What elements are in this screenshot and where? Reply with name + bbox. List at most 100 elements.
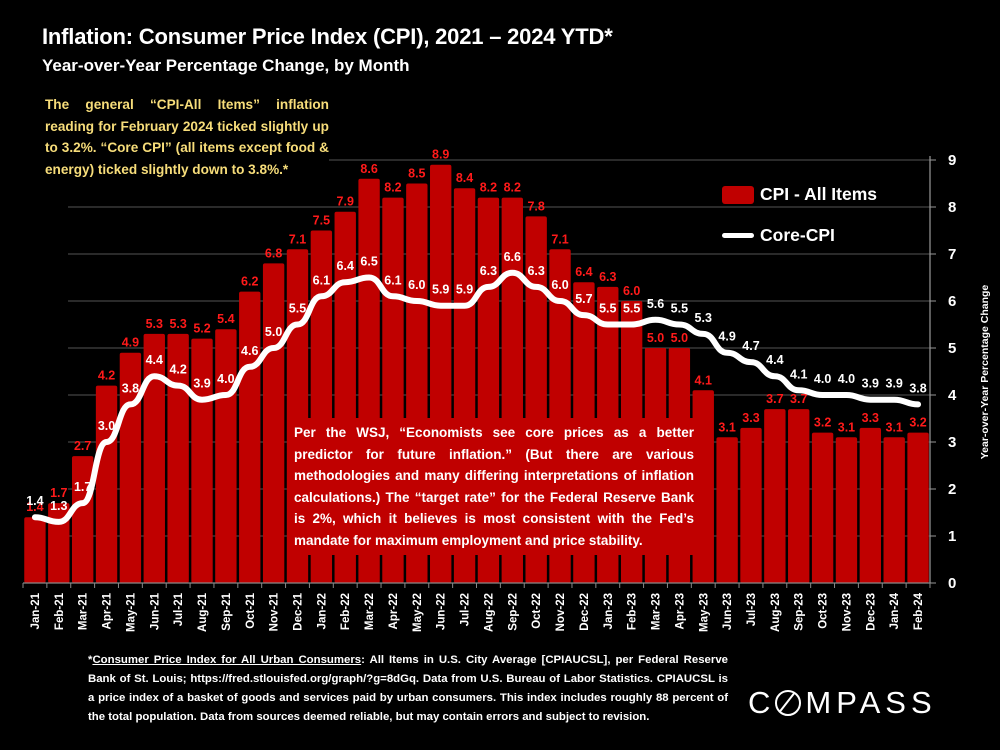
footnote-body: : All Items in U.S. City Average [CPIAUC… [88, 654, 728, 723]
core-cpi-label: 5.7 [575, 292, 592, 306]
x-tick-label: Nov-22 [555, 593, 567, 631]
cpi-bar-label: 6.3 [599, 270, 616, 284]
cpi-bar [215, 329, 237, 583]
core-cpi-label: 4.0 [217, 372, 234, 386]
cpi-bar-label: 7.9 [337, 195, 354, 209]
x-tick-label: Aug-22 [483, 593, 495, 632]
core-cpi-label: 1.4 [26, 494, 43, 508]
cpi-bar [71, 456, 94, 583]
y-tick-label: 3 [948, 434, 956, 451]
x-tick-label: Jan-22 [316, 593, 328, 629]
core-cpi-label: 5.5 [671, 302, 688, 316]
x-tick-label: Jan-23 [603, 593, 615, 629]
cpi-bar-label: 1.4 [26, 500, 43, 514]
x-tick-label: Oct-21 [245, 592, 257, 628]
x-tick-label: Jan-24 [889, 592, 901, 629]
cpi-bar-label: 8.5 [408, 167, 425, 181]
x-tick-label: Oct-22 [531, 593, 543, 629]
cpi-bar-label: 3.7 [790, 392, 807, 406]
core-cpi-labels: 1.4 1.31.73.03.84.44.23.9 4.04.65.05.56.16… [26, 250, 927, 513]
core-cpi-label: 1.3 [50, 499, 67, 513]
cpi-bar-label: 6.0 [623, 284, 640, 298]
x-tick-label: Sep-22 [507, 593, 519, 631]
x-tick-label: May-21 [125, 592, 137, 632]
cpi-bar [262, 263, 285, 583]
y-tick-label: 1 [948, 528, 956, 545]
core-cpi-label: 4.6 [241, 344, 258, 358]
footnote-prefix: * [88, 654, 93, 666]
core-cpi-label: 3.9 [193, 377, 210, 391]
x-tick-label: Feb-24 [913, 592, 925, 630]
y-tick-label: 6 [948, 293, 956, 310]
x-tick-label: Apr-21 [102, 592, 114, 629]
cpi-bar-label: 5.3 [146, 317, 163, 331]
intro-commentary: The general “CPI-All Items” inflation re… [45, 94, 329, 181]
core-cpi-label: 4.0 [838, 372, 855, 386]
cpi-bar [859, 427, 882, 583]
core-cpi-label: 6.3 [480, 264, 497, 278]
cpi-bar [883, 437, 905, 583]
wsj-note: Per the WSJ, “Economists see core prices… [288, 418, 700, 555]
cpi-bar-label: 2.7 [74, 439, 91, 453]
core-cpi-label: 1.7 [74, 480, 91, 494]
footnote-source-link[interactable]: Consumer Price Index for All Urban Consu… [92, 654, 362, 666]
y-tick-label: 8 [948, 199, 956, 216]
cpi-bar-labels: 1.4 1.7 2.7 4.2 4.9 5.3 5.3 5.2 5.4 6.2 6.8 7.1 7.5 7… [26, 148, 927, 515]
cpi-bar [239, 291, 261, 583]
core-cpi-label: 6.0 [551, 278, 568, 292]
cpi-bar [24, 517, 46, 583]
x-tick-label: Aug-23 [770, 593, 782, 632]
x-tick-label: Jul-21 [173, 592, 185, 626]
cpi-bar-label: 4.1 [695, 373, 712, 387]
x-tick-label: Jan-21 [30, 592, 42, 629]
legend: CPI - All Items Core-CPI [722, 184, 877, 266]
logo-o-icon [775, 690, 802, 716]
x-tick-label: Feb-23 [627, 593, 639, 630]
x-tick-label: Aug-21 [197, 592, 209, 632]
core-cpi-label: 5.5 [289, 302, 306, 316]
x-tick-label: Mar-22 [364, 593, 376, 630]
x-tick-label: Apr-22 [388, 593, 400, 629]
cpi-bar-label: 8.2 [480, 181, 497, 195]
x-tick-label: Nov-23 [841, 593, 853, 631]
y-tick-label: 2 [948, 481, 956, 498]
cpi-bar-label: 4.2 [98, 369, 115, 383]
x-tick-label: Sep-21 [221, 592, 233, 630]
x-tick-label: Jul-22 [460, 593, 472, 626]
cpi-bar-label: 3.1 [838, 420, 855, 434]
x-tick-label: Nov-21 [269, 592, 281, 631]
cpi-bar-label: 5.0 [671, 331, 688, 345]
core-cpi-label: 6.1 [313, 273, 330, 287]
core-cpi-label: 6.0 [408, 278, 425, 292]
x-tick-label: Jul-23 [746, 593, 758, 626]
x-tick-label: Feb-22 [340, 593, 352, 630]
core-cpi-label: 6.5 [360, 255, 377, 269]
core-cpi-label: 5.3 [695, 311, 712, 325]
cpi-bar [95, 385, 118, 583]
core-cpi-label: 3.9 [862, 377, 879, 391]
cpi-bar-label: 6.4 [575, 265, 592, 279]
cpi-bar [716, 437, 738, 583]
cpi-bar [167, 333, 189, 583]
cpi-bar-label: 3.1 [718, 420, 735, 434]
cpi-bar-label: 3.2 [909, 416, 926, 430]
legend-item-core: Core-CPI [722, 225, 877, 246]
y-tick-label: 0 [948, 575, 956, 592]
core-cpi-label: 4.1 [790, 367, 807, 381]
x-tick-label: Dec-22 [579, 593, 591, 631]
core-cpi-label: 4.4 [766, 353, 783, 367]
x-tick-label: May-22 [412, 593, 424, 632]
core-cpi-label: 4.2 [169, 363, 186, 377]
core-cpi-label: 3.0 [98, 419, 115, 433]
x-tick-label: Mar-21 [78, 592, 90, 630]
cpi-bar-label: 1.7 [50, 486, 67, 500]
cpi-bar-label: 8.9 [432, 148, 449, 162]
x-tick-label: Sep-23 [794, 593, 806, 631]
cpi-bar-label: 3.1 [886, 420, 903, 434]
cpi-bar [740, 427, 762, 583]
core-cpi-label: 5.5 [623, 302, 640, 316]
x-tick-label: Dec-21 [292, 592, 304, 630]
cpi-bar-label: 7.1 [289, 232, 306, 246]
core-cpi-label: 6.3 [527, 264, 544, 278]
chart-title: Inflation: Consumer Price Index (CPI), 2… [42, 24, 613, 49]
